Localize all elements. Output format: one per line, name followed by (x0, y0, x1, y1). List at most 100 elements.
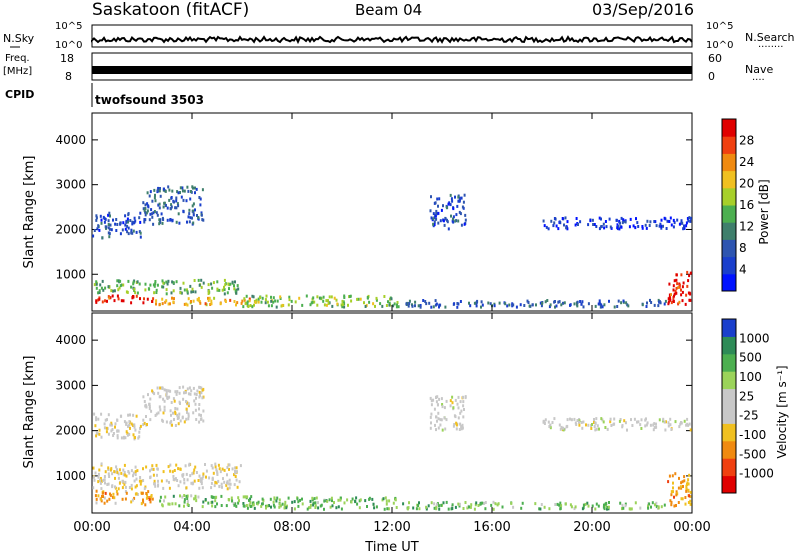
data-cell (121, 486, 124, 490)
data-cell (653, 426, 656, 429)
data-cell (340, 303, 343, 307)
data-cell (214, 499, 217, 503)
data-cell (343, 305, 346, 309)
data-cell (351, 497, 354, 501)
data-cell (172, 300, 175, 304)
data-cell (675, 278, 678, 282)
data-cell (672, 288, 675, 292)
data-cell (645, 305, 648, 308)
data-cell (358, 499, 361, 503)
colorbar-swatch (722, 273, 736, 292)
data-cell (319, 296, 322, 300)
data-cell (159, 499, 162, 503)
data-cell (97, 291, 100, 295)
data-cell (110, 423, 113, 427)
data-cell (542, 219, 545, 223)
data-cell (236, 485, 239, 489)
colorbar-swatch (722, 406, 736, 424)
data-cell (214, 462, 217, 466)
data-cell (375, 505, 378, 509)
data-cell (414, 300, 417, 304)
data-cell (582, 420, 585, 424)
data-cell (202, 218, 205, 222)
data-cell (153, 482, 156, 486)
data-cell (110, 429, 113, 433)
data-cell (433, 506, 436, 510)
data-cell (688, 274, 691, 278)
data-cell (163, 405, 166, 409)
data-cell (437, 426, 440, 430)
data-cell (186, 220, 188, 224)
data-cell (544, 418, 547, 422)
nsearch-label: N.Search (745, 31, 795, 44)
data-cell (171, 189, 174, 193)
data-cell (358, 506, 361, 510)
data-cell (154, 414, 157, 417)
data-cell (260, 504, 263, 508)
data-cell (156, 283, 159, 287)
data-cell (636, 221, 639, 225)
data-cell (113, 470, 116, 474)
data-cell (190, 481, 193, 485)
data-cell (228, 482, 231, 486)
data-cell (379, 302, 382, 306)
data-cell (192, 221, 195, 225)
data-cell (174, 424, 177, 427)
data-cell (234, 289, 237, 293)
data-cell (201, 396, 204, 400)
data-cell (593, 223, 596, 226)
freq-trace (92, 66, 692, 74)
data-cell (371, 497, 374, 501)
data-cell (219, 302, 222, 306)
data-cell (252, 295, 255, 299)
data-cell (171, 502, 174, 506)
data-cell (199, 203, 202, 207)
data-cell (95, 431, 98, 435)
data-cell (240, 301, 243, 305)
data-cell (449, 399, 452, 403)
data-cell (673, 292, 676, 296)
data-cell (152, 211, 155, 215)
data-cell (270, 295, 272, 299)
data-cell (275, 305, 278, 309)
data-cell (435, 415, 438, 419)
data-cell (98, 297, 101, 301)
data-cell (451, 503, 454, 507)
data-cell (459, 422, 462, 426)
data-cell (192, 386, 195, 390)
data-cell (127, 413, 130, 417)
data-cell (671, 474, 674, 478)
data-cell (475, 301, 478, 305)
data-cell (553, 217, 556, 220)
data-cell (95, 299, 98, 303)
data-cell (430, 195, 432, 199)
data-cell (678, 283, 681, 287)
data-cell (222, 477, 224, 481)
data-cell (459, 411, 462, 415)
colorbar-tick-label: -500 (739, 447, 766, 461)
data-cell (174, 412, 177, 416)
data-cell (136, 493, 139, 496)
data-cell (159, 408, 162, 412)
data-cell (154, 282, 157, 286)
x-tick-label: 20:00 (573, 520, 610, 535)
data-cell (98, 468, 101, 472)
data-cell (120, 436, 123, 440)
data-cell (278, 498, 281, 502)
data-cell (428, 301, 431, 305)
data-cell (103, 426, 106, 430)
data-cell (311, 496, 314, 500)
data-cell (457, 219, 460, 223)
data-cell (333, 296, 336, 300)
data-cell (672, 284, 675, 288)
data-cell (151, 497, 154, 501)
data-cell (629, 507, 632, 511)
data-cell (108, 235, 111, 239)
data-cell (430, 501, 433, 505)
data-cell (670, 493, 673, 497)
data-cell (686, 417, 689, 421)
freq-tick-top: 18 (60, 52, 74, 65)
data-cell (450, 197, 453, 201)
data-cell (177, 191, 180, 195)
data-cell (168, 395, 171, 399)
